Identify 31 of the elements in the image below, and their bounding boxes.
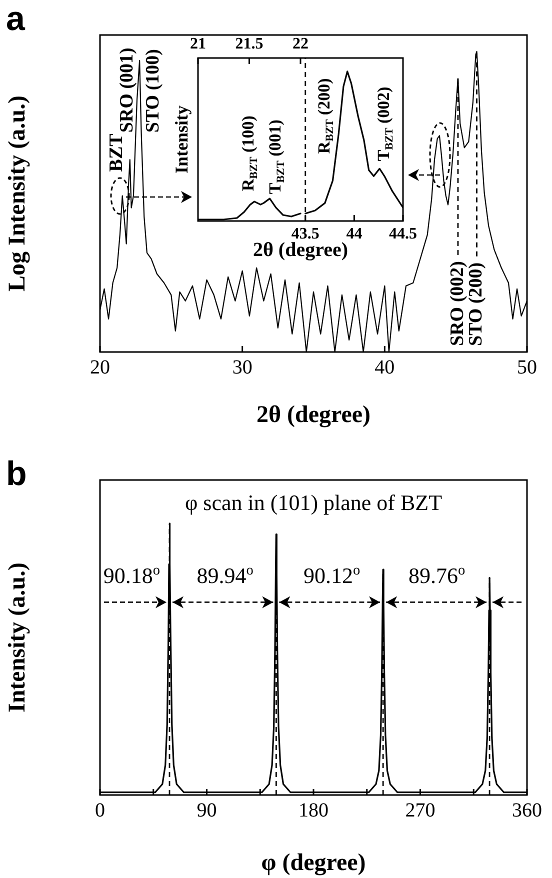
annotation: RBZT (100) [238, 116, 260, 192]
x-tick-label: 180 [298, 799, 328, 822]
x-tick-label: 40 [374, 356, 395, 378]
x2-tick-label: 22 [292, 36, 308, 53]
x-tick-label: 20 [90, 356, 110, 378]
chart-subtitle: φ scan in (101) plane of BZT [184, 490, 443, 515]
x-axis-title: φ (degree) [261, 850, 366, 876]
annotation: STO (100) [142, 49, 164, 133]
x-tick-label: 44.5 [389, 226, 417, 243]
annotation: RBZT (200) [314, 78, 336, 154]
annotation: SRO (001) [116, 48, 138, 133]
x2-tick-label: 21.5 [235, 36, 264, 53]
y-axis-title: Intensity [171, 105, 192, 174]
x-tick-label: 270 [405, 799, 436, 822]
x-tick-label: 30 [232, 356, 252, 378]
y-axis-title: Log Intensity (a.u.) [4, 95, 31, 292]
annotation: TBZT (002) [374, 86, 396, 162]
x-axis-title: 2θ (degree) [256, 402, 371, 428]
annotation: SRO (002) [446, 261, 468, 346]
x-tick-label: 360 [512, 799, 542, 822]
annotation: STO (200) [466, 262, 487, 346]
x-tick-label: 0 [95, 799, 105, 822]
y-axis-title: Intensity (a.u.) [4, 562, 31, 713]
x-tick-label: 50 [517, 356, 537, 378]
chart-title: b [6, 455, 27, 493]
annotation: BZT [106, 133, 127, 172]
x-tick-label: 90 [196, 799, 217, 822]
chart-title: a [6, 0, 26, 38]
x2-tick-label: 21 [190, 36, 206, 53]
annotation: TBZT (001) [265, 120, 287, 194]
x-tick-label: 44 [346, 226, 362, 243]
